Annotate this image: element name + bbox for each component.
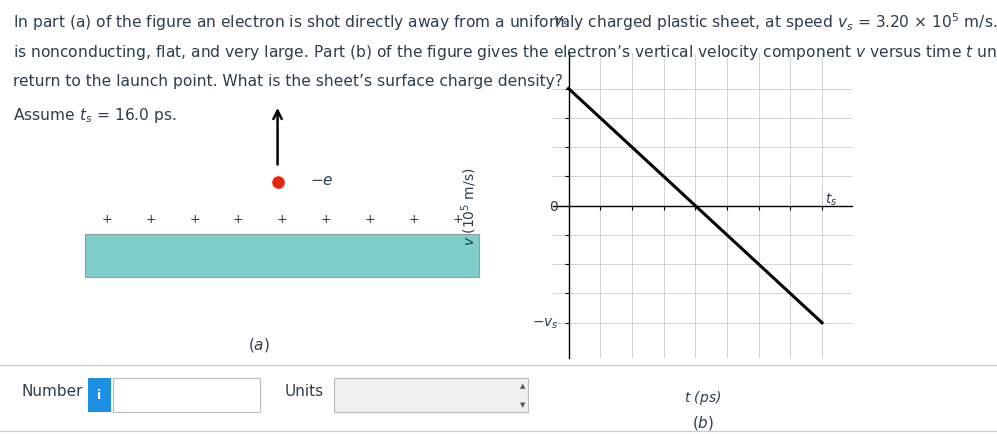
Text: $-v_s$: $-v_s$ (531, 316, 558, 330)
Text: $-e$: $-e$ (310, 172, 333, 187)
Bar (113, 378, 260, 412)
Text: $(b)$: $(b)$ (692, 413, 714, 431)
Text: $t_s$: $t_s$ (825, 191, 836, 208)
Text: +: + (102, 212, 113, 225)
Text: $v_s$: $v_s$ (553, 14, 569, 30)
Text: ▼: ▼ (519, 401, 525, 407)
Text: $0$: $0$ (548, 199, 558, 213)
Text: $(a)$: $(a)$ (248, 335, 270, 353)
Text: Units: Units (284, 384, 323, 398)
Text: Number: Number (22, 384, 84, 398)
Text: $v$ (10$^5$ m/s): $v$ (10$^5$ m/s) (460, 167, 480, 245)
Text: Assume $t_s$ = 16.0 ps.: Assume $t_s$ = 16.0 ps. (13, 106, 176, 125)
Text: i: i (97, 388, 102, 401)
Text: +: + (189, 212, 199, 225)
Text: +: + (146, 212, 156, 225)
Bar (85, 235, 480, 278)
Text: +: + (409, 212, 419, 225)
Text: +: + (277, 212, 287, 225)
Bar (334, 378, 528, 412)
Text: +: + (233, 212, 243, 225)
Text: ▲: ▲ (519, 383, 525, 388)
Text: +: + (365, 212, 375, 225)
Text: is nonconducting, flat, and very large. Part (b) of the figure gives the electro: is nonconducting, flat, and very large. … (13, 43, 997, 62)
Text: In part (a) of the figure an electron is shot directly away from a uniformly cha: In part (a) of the figure an electron is… (13, 11, 997, 33)
Text: $t$ (ps): $t$ (ps) (684, 388, 722, 406)
Text: return to the launch point. What is the sheet’s surface charge density?: return to the launch point. What is the … (13, 74, 563, 89)
Bar (88, 378, 111, 412)
Text: +: + (321, 212, 331, 225)
Text: +: + (452, 212, 463, 225)
